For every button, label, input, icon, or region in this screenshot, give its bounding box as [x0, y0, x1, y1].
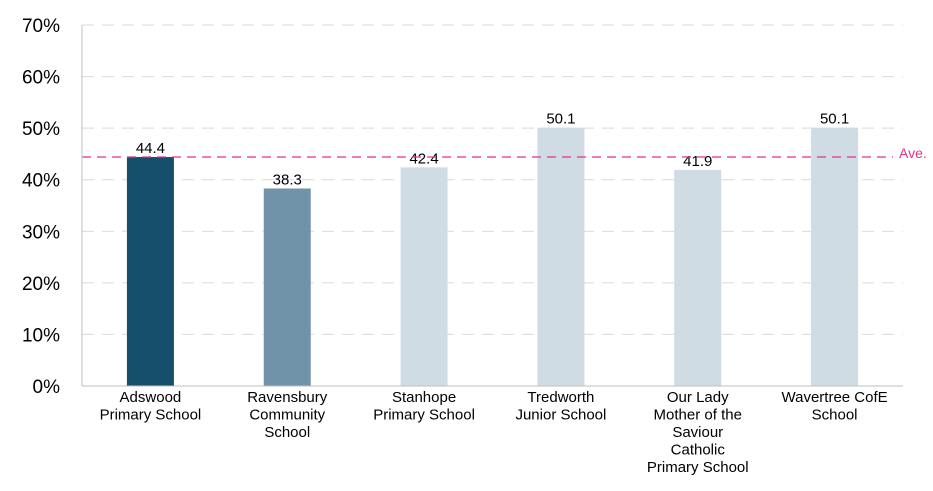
data-labels: 44.4 38.3 42.4 50.1 41.9 50.1	[136, 111, 849, 189]
y-tick-label: 40%	[22, 171, 60, 192]
y-tick-label: 50%	[22, 119, 60, 140]
bar	[126, 157, 174, 386]
bar	[811, 127, 859, 387]
average-line-group: Ave.	[82, 145, 927, 161]
category-label: Adswood Primary School	[100, 389, 202, 424]
data-label: 44.4	[136, 140, 165, 157]
bars	[126, 127, 859, 387]
y-tick-label: 10%	[22, 325, 60, 346]
data-label: 50.1	[820, 111, 849, 128]
data-label: 42.4	[409, 150, 438, 167]
category-label: Stanhope Primary School	[373, 389, 475, 424]
bar	[263, 188, 311, 386]
y-axis-tick-labels: 0% 10% 20% 30% 40% 50% 60% 70%	[22, 16, 60, 398]
data-label: 38.3	[273, 171, 302, 188]
average-line-label: Ave.	[899, 145, 927, 161]
y-tick-label: 60%	[22, 68, 60, 89]
category-label: Wavertree CofE School	[782, 389, 888, 424]
bar	[674, 169, 722, 386]
y-tick-label: 70%	[22, 16, 60, 37]
data-label: 50.1	[546, 111, 575, 128]
category-labels: Adswood Primary School Ravensbury Community…	[100, 389, 888, 476]
bar	[537, 127, 585, 387]
y-tick-label: 20%	[22, 274, 60, 295]
category-label: Tredworth Junior School	[515, 389, 606, 424]
gridlines	[82, 24, 903, 335]
y-tick-label: 30%	[22, 222, 60, 243]
data-label: 41.9	[683, 153, 712, 170]
bar	[400, 167, 448, 386]
y-tick-label: 0%	[33, 377, 61, 398]
category-label: Ravensbury Community School	[247, 389, 328, 441]
category-label: Our Lady Mother of the Saviour Catholic Prim…	[647, 389, 749, 476]
